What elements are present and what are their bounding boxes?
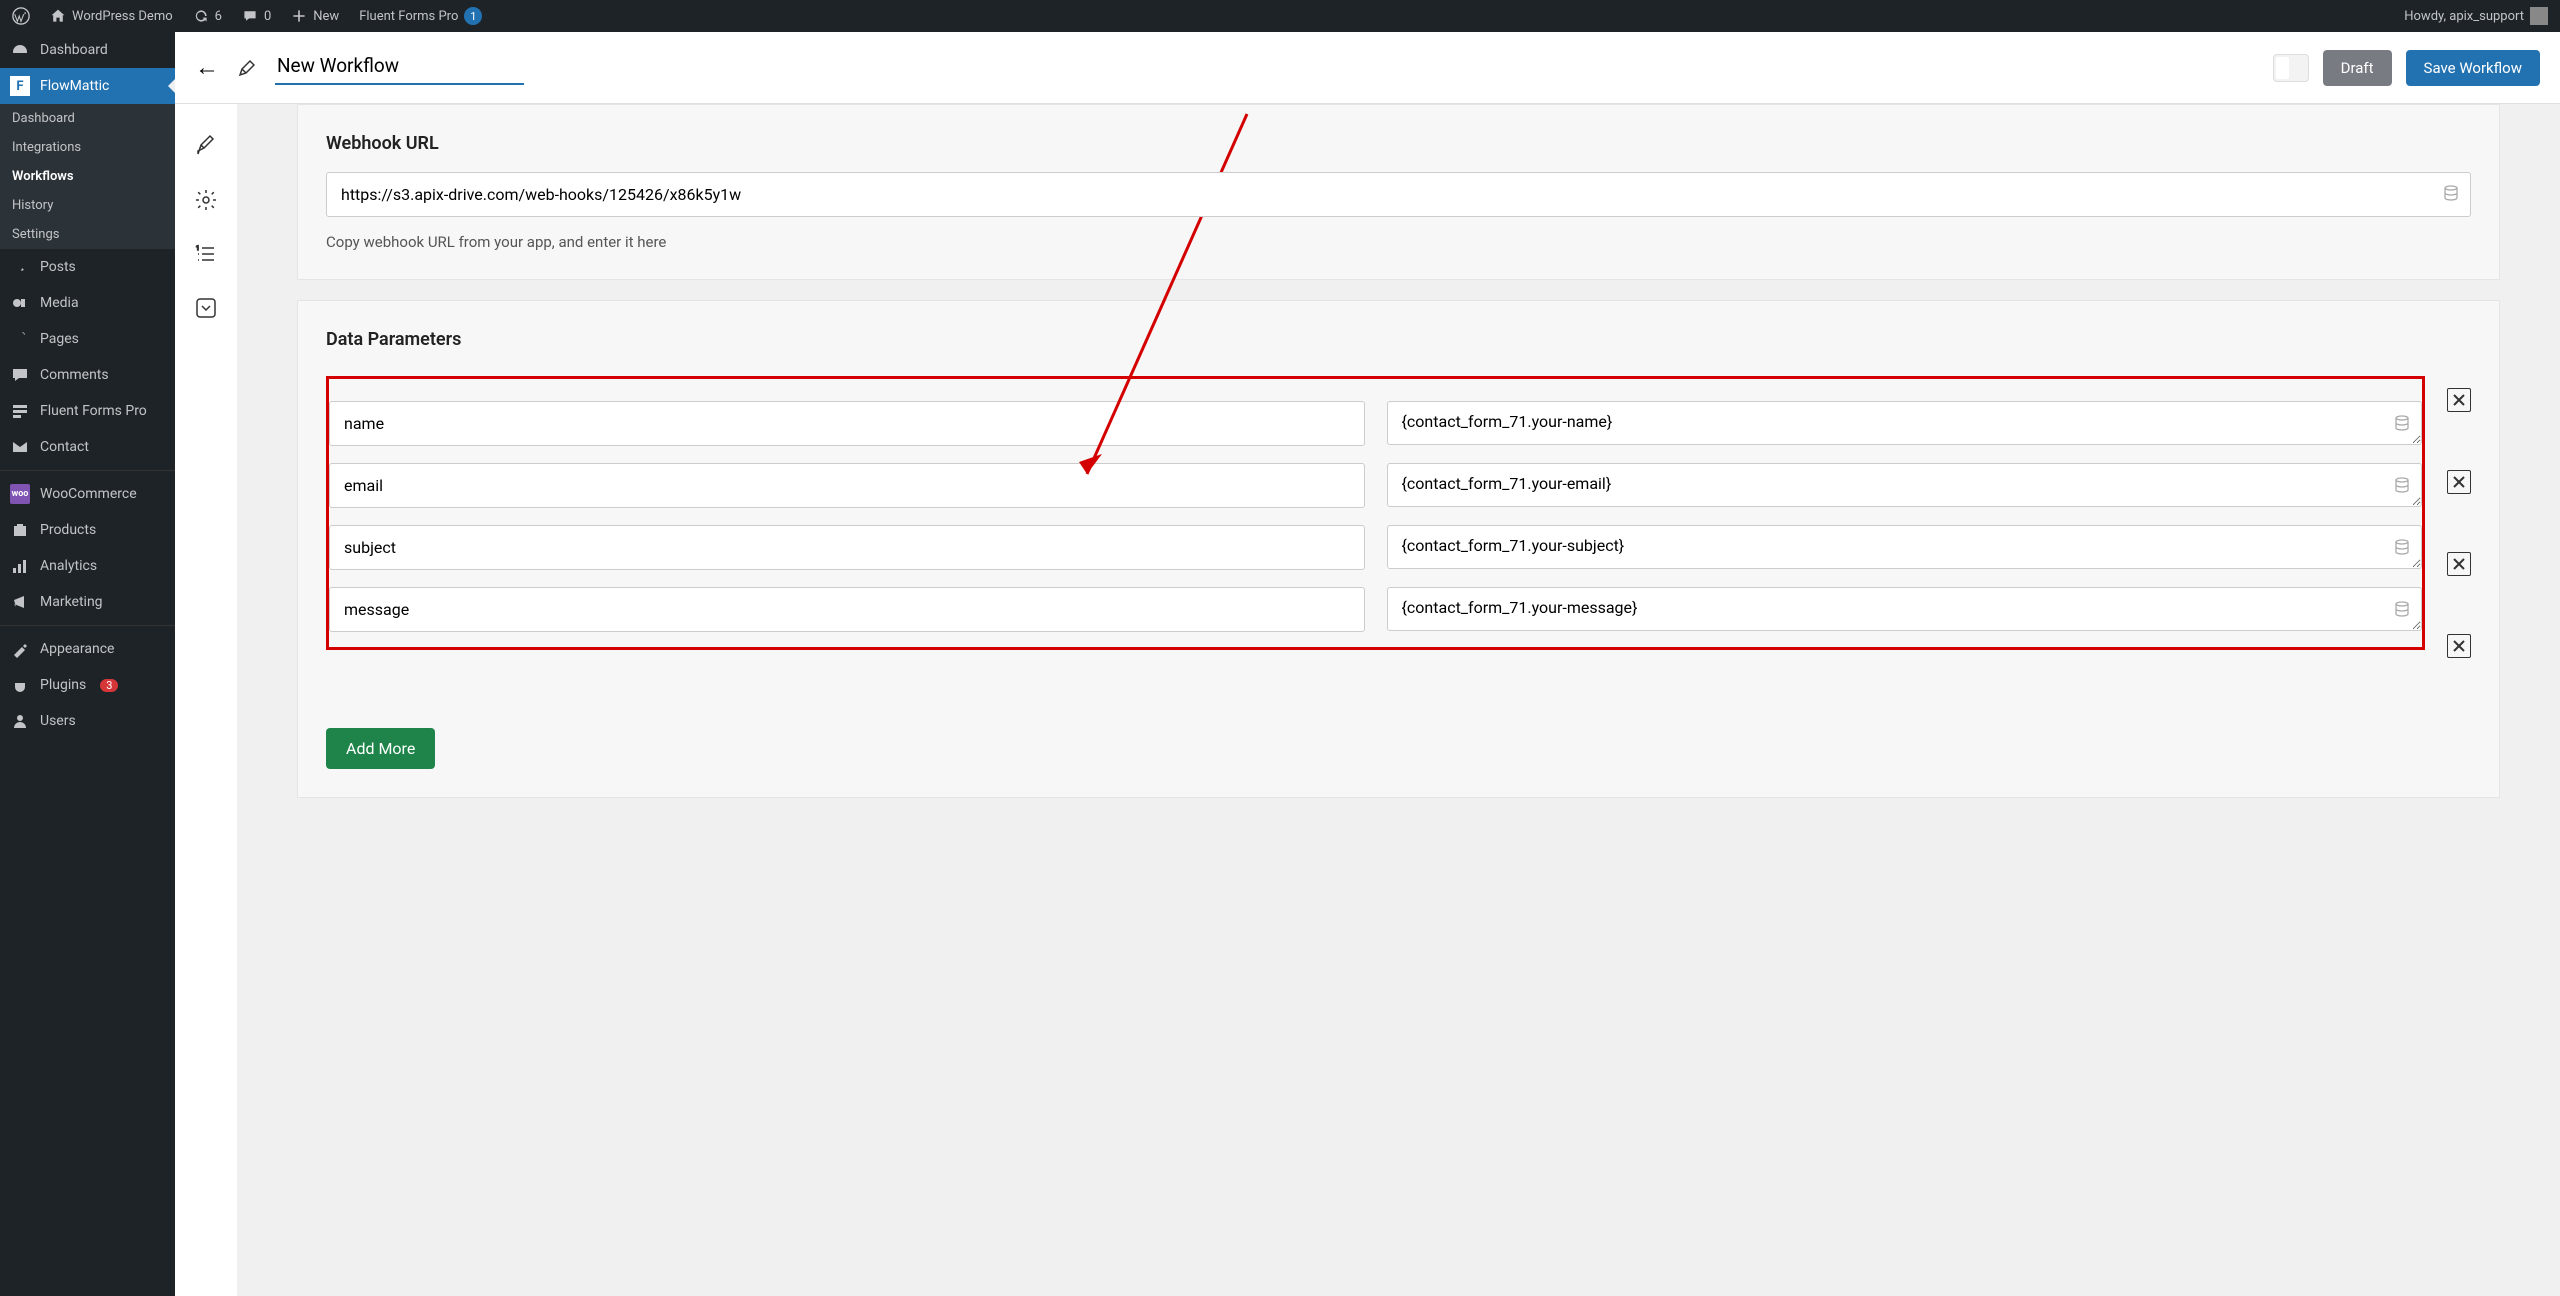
sidebar-label: Products bbox=[40, 522, 96, 538]
edit-step-icon[interactable] bbox=[194, 134, 218, 158]
save-workflow-button[interactable]: Save Workflow bbox=[2406, 50, 2540, 86]
data-parameters-title: Data Parameters bbox=[326, 329, 2471, 350]
new-text: New bbox=[313, 9, 339, 24]
sidebar-item-appearance[interactable]: Appearance bbox=[0, 631, 175, 667]
comments-count: 0 bbox=[264, 9, 271, 24]
param-key-input[interactable] bbox=[329, 463, 1365, 508]
gear-icon[interactable] bbox=[194, 188, 218, 212]
delete-param-button[interactable] bbox=[2447, 388, 2471, 412]
chevron-down-icon[interactable] bbox=[194, 296, 218, 320]
workflow-step-rail: 1 bbox=[175, 104, 237, 1296]
delete-param-button[interactable] bbox=[2447, 634, 2471, 658]
param-key-input[interactable] bbox=[329, 401, 1365, 446]
workflow-status-toggle[interactable] bbox=[2273, 54, 2309, 82]
sidebar-label: Analytics bbox=[40, 558, 97, 574]
site-name-text: WordPress Demo bbox=[72, 9, 173, 24]
workflow-topbar: ← Draft Save Workflow bbox=[175, 32, 2560, 104]
data-parameters-card: Data Parameters {contact_form_71.your-na… bbox=[297, 300, 2500, 798]
sidebar-sub-dashboard[interactable]: Dashboard bbox=[0, 104, 175, 133]
webhook-url-input[interactable] bbox=[326, 172, 2471, 217]
sidebar-label: Fluent Forms Pro bbox=[40, 403, 147, 419]
workflow-title-input[interactable] bbox=[275, 50, 524, 85]
fluent-forms-text: Fluent Forms Pro bbox=[359, 9, 458, 24]
delete-param-button[interactable] bbox=[2447, 552, 2471, 576]
sidebar-label: FlowMattic bbox=[40, 78, 109, 94]
comments-link[interactable]: 0 bbox=[238, 8, 275, 24]
webhook-helper-text: Copy webhook URL from your app, and ente… bbox=[326, 233, 2471, 251]
sidebar-label: WooCommerce bbox=[40, 486, 137, 502]
svg-text:1: 1 bbox=[196, 245, 199, 252]
param-value-input[interactable]: {contact_form_71.your-message} bbox=[1387, 587, 2423, 631]
new-link[interactable]: New bbox=[287, 8, 343, 24]
avatar bbox=[2530, 7, 2548, 25]
wp-admin-bar: WordPress Demo 6 0 New Fluent Forms Pro … bbox=[0, 0, 2560, 32]
database-icon[interactable] bbox=[2394, 415, 2410, 435]
fluent-badge: 1 bbox=[464, 7, 482, 25]
updates-count: 6 bbox=[215, 9, 222, 24]
site-name-link[interactable]: WordPress Demo bbox=[46, 8, 177, 24]
sidebar-label: Marketing bbox=[40, 594, 103, 610]
howdy-link[interactable]: Howdy, apix_support bbox=[2400, 7, 2552, 25]
flowmattic-icon: F bbox=[10, 76, 30, 96]
sidebar-item-pages[interactable]: Pages bbox=[0, 321, 175, 357]
param-row: {contact_form_71.your-message} bbox=[329, 575, 2422, 637]
main-content: ← Draft Save Workflow 1 Webhook URL bbox=[175, 32, 2560, 1296]
params-highlight-box: {contact_form_71.your-name} {contact_for… bbox=[326, 376, 2425, 650]
database-icon[interactable] bbox=[2443, 185, 2459, 205]
sidebar-label: Appearance bbox=[40, 641, 114, 657]
database-icon[interactable] bbox=[2394, 477, 2410, 497]
sidebar-item-fluent-forms[interactable]: Fluent Forms Pro bbox=[0, 393, 175, 429]
woo-icon: woo bbox=[10, 484, 30, 504]
sidebar-item-contact[interactable]: Contact bbox=[0, 429, 175, 465]
howdy-text: Howdy, apix_support bbox=[2404, 9, 2524, 24]
sidebar-item-comments[interactable]: Comments bbox=[0, 357, 175, 393]
sidebar-label: Users bbox=[40, 713, 76, 729]
webhook-url-title: Webhook URL bbox=[326, 133, 2471, 154]
sidebar-item-dashboard[interactable]: Dashboard bbox=[0, 32, 175, 68]
param-row: {contact_form_71.your-name} bbox=[329, 389, 2422, 451]
add-more-button[interactable]: Add More bbox=[326, 728, 435, 769]
fluent-forms-link[interactable]: Fluent Forms Pro 1 bbox=[355, 7, 486, 25]
param-key-input[interactable] bbox=[329, 587, 1365, 632]
param-value-input[interactable]: {contact_form_71.your-email} bbox=[1387, 463, 2423, 507]
back-arrow-icon[interactable]: ← bbox=[195, 53, 219, 82]
sidebar-item-analytics[interactable]: Analytics bbox=[0, 548, 175, 584]
param-value-input[interactable]: {contact_form_71.your-name} bbox=[1387, 401, 2423, 445]
sidebar-item-posts[interactable]: Posts bbox=[0, 249, 175, 285]
sidebar-item-media[interactable]: Media bbox=[0, 285, 175, 321]
sidebar-sub-settings[interactable]: Settings bbox=[0, 220, 175, 249]
param-key-input[interactable] bbox=[329, 525, 1365, 570]
sidebar-item-users[interactable]: Users bbox=[0, 703, 175, 739]
sidebar-label: Plugins bbox=[40, 677, 86, 693]
wp-sidebar: Dashboard F FlowMattic Dashboard Integra… bbox=[0, 32, 175, 1296]
plugins-badge: 3 bbox=[100, 679, 118, 692]
list-icon[interactable]: 1 bbox=[194, 242, 218, 266]
sidebar-label: Pages bbox=[40, 331, 79, 347]
sidebar-item-products[interactable]: Products bbox=[0, 512, 175, 548]
database-icon[interactable] bbox=[2394, 539, 2410, 559]
param-row: {contact_form_71.your-subject} bbox=[329, 513, 2422, 575]
delete-param-button[interactable] bbox=[2447, 470, 2471, 494]
sidebar-sub-integrations[interactable]: Integrations bbox=[0, 133, 175, 162]
sidebar-item-flowmattic[interactable]: F FlowMattic bbox=[0, 68, 175, 104]
sidebar-label: Contact bbox=[40, 439, 89, 455]
updates-link[interactable]: 6 bbox=[189, 8, 226, 24]
draft-button[interactable]: Draft bbox=[2323, 50, 2392, 86]
sidebar-label: Dashboard bbox=[40, 42, 108, 58]
sidebar-sub-history[interactable]: History bbox=[0, 191, 175, 220]
sidebar-item-plugins[interactable]: Plugins 3 bbox=[0, 667, 175, 703]
param-row: {contact_form_71.your-email} bbox=[329, 451, 2422, 513]
webhook-url-card: Webhook URL Copy webhook URL from your a… bbox=[297, 104, 2500, 280]
pencil-icon bbox=[237, 58, 257, 78]
sidebar-label: Media bbox=[40, 295, 79, 311]
sidebar-item-woocommerce[interactable]: woo WooCommerce bbox=[0, 476, 175, 512]
sidebar-label: Comments bbox=[40, 367, 109, 383]
param-value-input[interactable]: {contact_form_71.your-subject} bbox=[1387, 525, 2423, 569]
sidebar-submenu: Dashboard Integrations Workflows History… bbox=[0, 104, 175, 249]
sidebar-label: Posts bbox=[40, 259, 76, 275]
sidebar-item-marketing[interactable]: Marketing bbox=[0, 584, 175, 620]
database-icon[interactable] bbox=[2394, 601, 2410, 621]
sidebar-sub-workflows[interactable]: Workflows bbox=[0, 162, 175, 191]
wp-logo-icon[interactable] bbox=[8, 7, 34, 25]
